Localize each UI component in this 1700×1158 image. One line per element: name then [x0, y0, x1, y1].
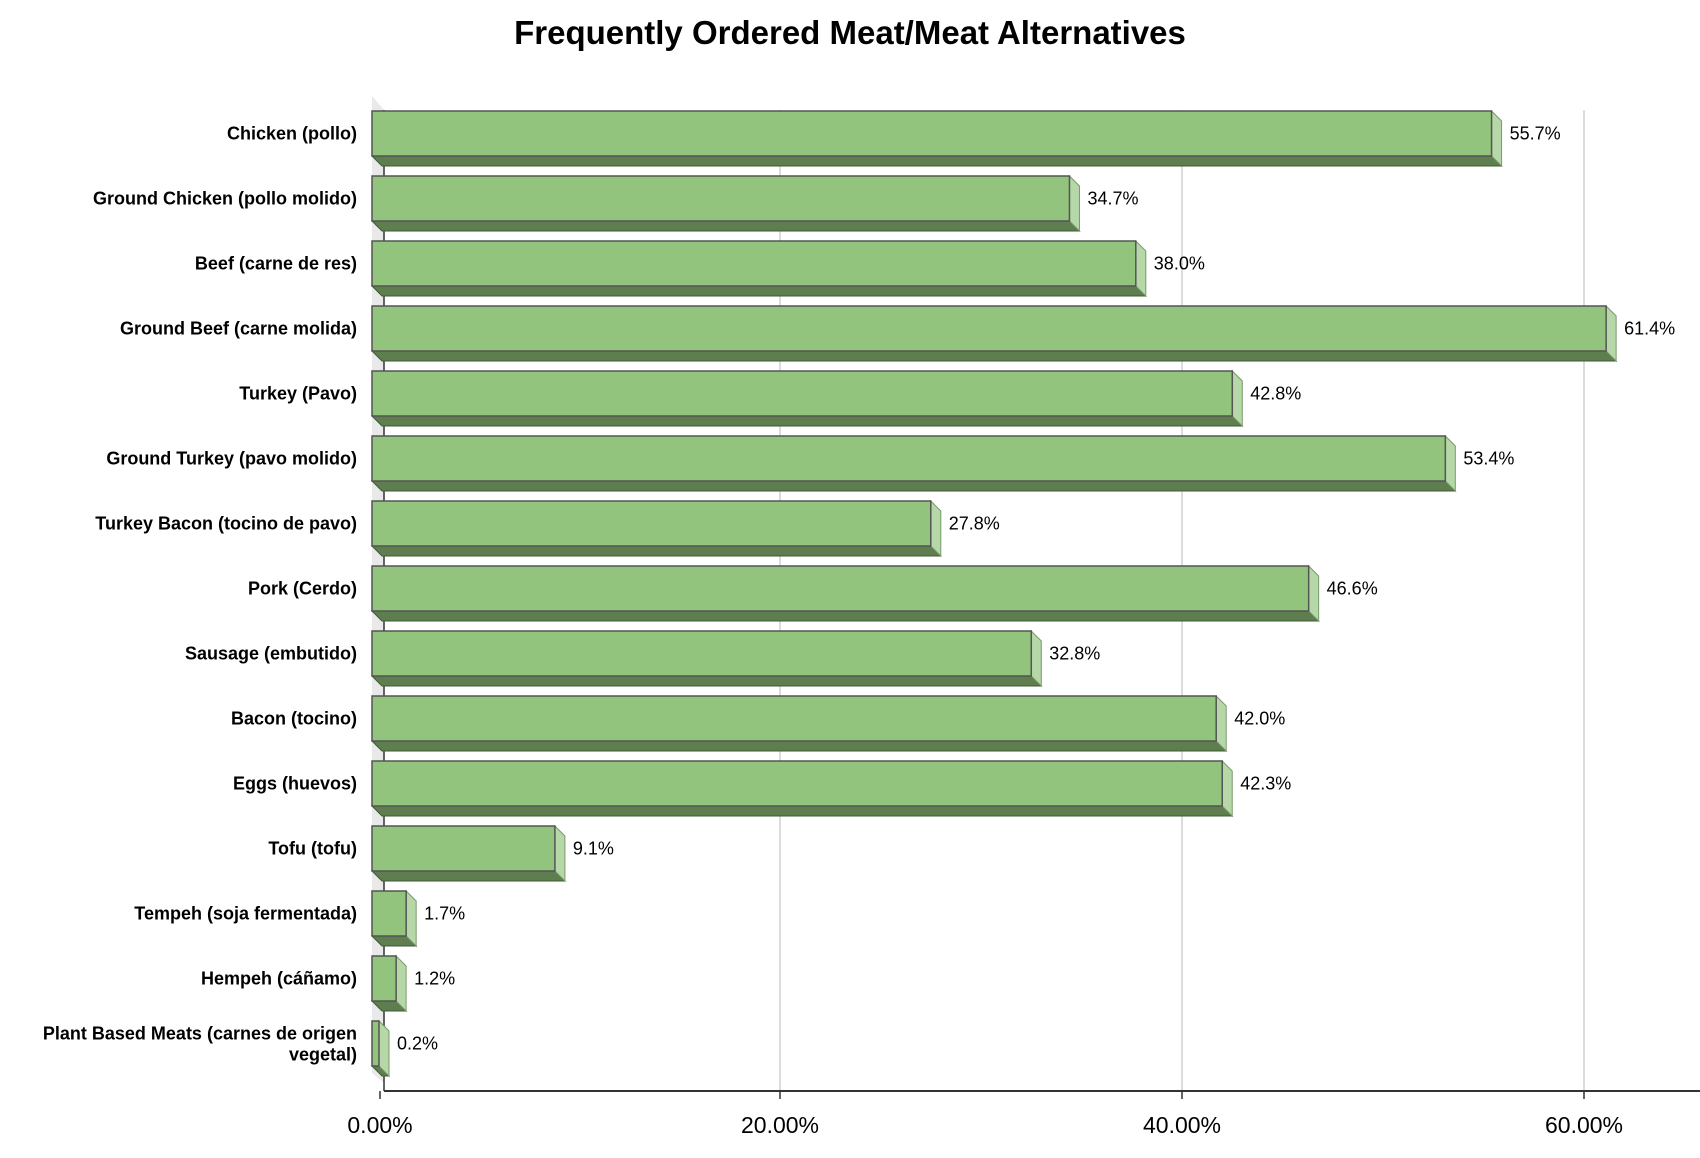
category-label: Chicken (pollo) — [227, 124, 357, 144]
bar — [370, 109, 1503, 168]
bar-front-face — [371, 565, 1310, 612]
bar-bottom-face — [370, 285, 1148, 297]
bar-front-face — [371, 695, 1217, 742]
bar — [370, 434, 1457, 493]
x-tick-label: 20.00% — [741, 1112, 819, 1138]
bar — [370, 629, 1043, 688]
bar-front-face — [371, 760, 1223, 807]
bar-bottom-face — [370, 155, 1503, 167]
category-label: Pork (Cerdo) — [248, 579, 357, 599]
bar — [370, 239, 1148, 298]
value-label: 55.7% — [1510, 124, 1561, 144]
bar-bottom-face — [370, 610, 1320, 622]
value-labels: 55.7% 34.7% 38.0% 61.4% 42.8% 53.4% 27.8% 46.6%… — [397, 124, 1675, 1054]
bar-side-face — [1308, 564, 1320, 623]
value-label: 0.2% — [397, 1034, 438, 1054]
bar — [370, 369, 1244, 428]
category-label: Sausage (embutido) — [185, 644, 357, 664]
bar-side-face — [378, 1019, 390, 1078]
bar-bottom-face — [370, 675, 1043, 687]
category-label: Hempeh (cáñamo) — [201, 969, 357, 989]
value-label: 46.6% — [1327, 579, 1378, 599]
value-label: 38.0% — [1154, 254, 1205, 274]
bar-front-face — [371, 1020, 380, 1067]
bar-bottom-face — [370, 480, 1457, 492]
category-label: Beef (carne de res) — [195, 254, 357, 274]
bar-bottom-face — [370, 220, 1081, 232]
bar-front-face — [371, 240, 1137, 287]
bar-side-face — [1605, 304, 1617, 363]
category-label: Eggs (huevos) — [233, 774, 357, 794]
bar-front-face — [371, 175, 1071, 222]
value-label: 42.8% — [1250, 384, 1301, 404]
bar-bottom-face — [370, 545, 942, 557]
category-label: Turkey Bacon (tocino de pavo) — [95, 514, 357, 534]
category-label: Plant Based Meats (carnes de origen veget… — [43, 1024, 357, 1065]
value-label: 61.4% — [1624, 319, 1675, 339]
bar-side-face — [1221, 759, 1233, 818]
category-label: Ground Beef (carne molida) — [120, 319, 357, 339]
bar — [370, 304, 1618, 363]
bar-side-face — [1231, 369, 1243, 428]
value-label: 1.7% — [424, 904, 465, 924]
bar-front-face — [371, 825, 556, 872]
bar-bottom-face — [370, 740, 1228, 752]
bar-side-face — [930, 499, 942, 558]
bar-front-face — [371, 435, 1447, 482]
bar — [370, 499, 942, 558]
x-tick-label: 0.00% — [347, 1112, 412, 1138]
bar-front-face — [371, 890, 407, 937]
category-label: Bacon (tocino) — [231, 709, 357, 729]
bar — [370, 694, 1228, 753]
value-label: 9.1% — [573, 839, 614, 859]
bar-side-face — [1444, 434, 1456, 493]
bar-bottom-face — [370, 870, 567, 882]
bar-bottom-face — [370, 415, 1244, 427]
bar-bottom-face — [370, 350, 1618, 362]
bar-front-face — [371, 370, 1234, 417]
bar-side-face — [1215, 694, 1227, 753]
value-label: 27.8% — [949, 514, 1000, 534]
bar — [370, 564, 1320, 623]
bar-front-face — [371, 305, 1607, 352]
x-tick-label: 40.00% — [1143, 1112, 1221, 1138]
bar — [370, 1019, 391, 1078]
value-label: 32.8% — [1049, 644, 1100, 664]
bar — [370, 824, 567, 883]
bar-side-face — [405, 889, 417, 948]
category-label: Ground Chicken (pollo molido) — [93, 189, 357, 209]
bar — [370, 174, 1081, 233]
bar — [370, 759, 1234, 818]
bar-side-face — [1030, 629, 1042, 688]
bar-side-face — [1135, 239, 1147, 298]
bar — [370, 889, 418, 948]
x-tick-label: 60.00% — [1545, 1112, 1623, 1138]
category-labels: Chicken (pollo) Ground Chicken (pollo mol… — [43, 124, 357, 1065]
bar-front-face — [371, 630, 1033, 677]
category-label: Tofu (tofu) — [268, 839, 357, 859]
value-label: 34.7% — [1087, 189, 1138, 209]
category-label: Tempeh (soja fermentada) — [134, 904, 357, 924]
value-label: 53.4% — [1463, 449, 1514, 469]
bar-bottom-face — [370, 805, 1234, 817]
bar-side-face — [1068, 174, 1080, 233]
bars — [370, 109, 1618, 1078]
bar-front-face — [371, 500, 932, 547]
bar-side-face — [1491, 109, 1503, 168]
bar-side-face — [395, 954, 407, 1013]
value-label: 1.2% — [414, 969, 455, 989]
x-axis: 0.00% 20.00% 40.00% 60.00% — [347, 1090, 1700, 1138]
bar-front-face — [371, 110, 1493, 157]
chart-title: Frequently Ordered Meat/Meat Alternative… — [514, 14, 1186, 51]
value-label: 42.3% — [1240, 774, 1291, 794]
bar — [370, 954, 408, 1013]
bar-front-face — [371, 955, 397, 1002]
category-label: Turkey (Pavo) — [239, 384, 357, 404]
bar-side-face — [554, 824, 566, 883]
category-label: Ground Turkey (pavo molido) — [106, 449, 357, 469]
value-label: 42.0% — [1234, 709, 1285, 729]
